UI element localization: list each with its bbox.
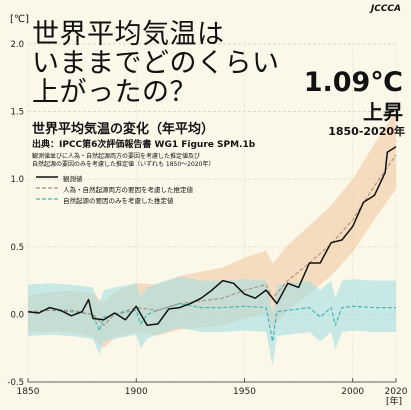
x-tick-label: 2020 [385,387,408,397]
legend-label-observed: 観測値 [63,175,83,183]
x-tick-label: 1900 [125,387,148,397]
series-observed-line [27,146,397,326]
x-axis-unit: [年] [386,397,403,407]
legend-label-natural: 自然起源の要因のみを考慮した推定値 [63,197,174,205]
jccca-logo: JCCCA [370,4,401,14]
chart-note-line-1: 観測値並びに人為・自然起源両方の要因を考慮した推定値及び [32,153,201,160]
headline-line-2: いままでどのくらい [32,48,280,79]
y-tick-label: 1.5 [10,108,24,118]
headline: 世界平均気温は いままでどのくらい 上がったの？ [32,20,280,107]
y-tick-label: 2.0 [10,40,24,50]
increase-label: 上昇 [363,100,403,124]
x-tick-label: 1850 [17,387,40,397]
y-axis-unit: [℃] [10,14,30,25]
series-human-natural-line [27,154,397,326]
legend-label-human-natural: 人為・自然起源両方の要因を考慮した推定値 [63,186,193,194]
series-natural-line [27,303,396,342]
y-tick-label: -0.5 [7,378,24,388]
band-natural [28,276,396,366]
x-tick-label: 2000 [341,387,364,397]
y-tick-label: 1.0 [10,175,24,185]
chart-source: 出典：IPCC第6次評価報告書 WG1 Figure SPM.1b [32,140,256,150]
headline-line-1: 世界平均気温は [32,19,225,50]
increase-period: 1850-2020年 [328,125,405,138]
x-tick-label: 1950 [233,387,256,397]
chart-title: 世界平均気温の変化（年平均） [32,122,215,137]
y-tick-label: 0.5 [10,243,24,253]
headline-line-3: 上がったの？ [32,77,197,108]
increase-value: 1.09℃ [303,67,403,98]
y-tick-label: 0.0 [10,310,24,320]
chart-note-line-2: 自然起源の要因のみを考慮した推定値（いずれも 1850～2020年） [32,161,215,168]
